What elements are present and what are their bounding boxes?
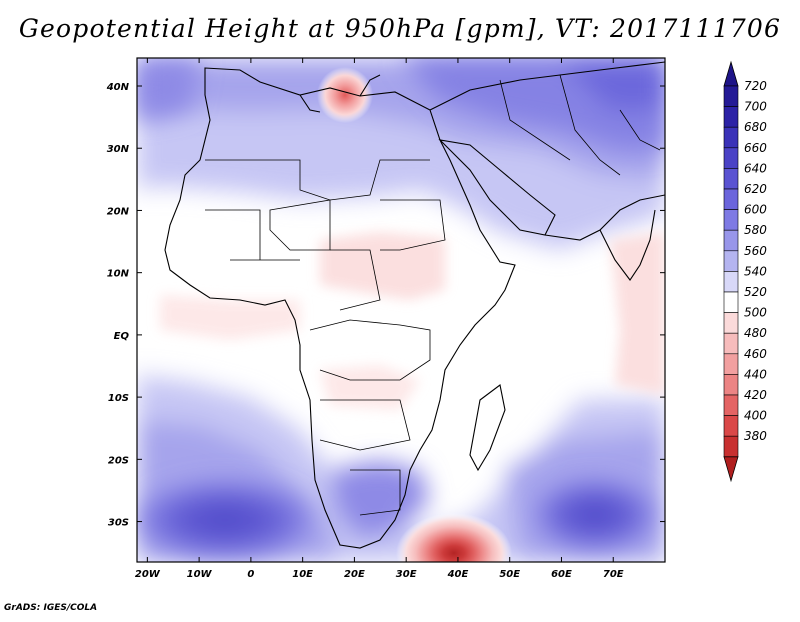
colorbar-swatch: [723, 312, 739, 334]
y-tick-label: 10S: [108, 393, 129, 404]
colorbar-label: 680: [744, 120, 767, 134]
colorbar-swatch: [723, 147, 739, 169]
colorbar-label: 560: [744, 244, 767, 258]
x-tick-label: 20W: [135, 569, 161, 580]
colorbar-swatch: [723, 168, 739, 190]
colorbar-swatch: [723, 271, 739, 293]
credit-text: GrADS: IGES/COLA: [4, 603, 98, 613]
y-tick-label: 20N: [107, 206, 130, 217]
x-tick-label: 0: [247, 569, 254, 580]
colorbar-swatch: [723, 415, 739, 437]
x-tick-label: 60E: [551, 569, 572, 580]
colorbar-swatch: [723, 188, 739, 210]
x-tick-label: 10W: [187, 569, 213, 580]
x-tick-label: 30E: [396, 569, 417, 580]
colorbar-label: 620: [744, 182, 767, 196]
colorbar-bottom-arrow: [723, 456, 739, 483]
height-field: [137, 58, 665, 562]
colorbar-label: 580: [744, 223, 767, 237]
colorbar-label: 440: [744, 367, 767, 381]
colorbar-label: 700: [744, 100, 767, 114]
y-tick-label: 30N: [107, 144, 130, 155]
colorbar-swatch: [723, 250, 739, 272]
colorbar-top-arrow: [723, 60, 739, 87]
y-tick-label: EQ: [114, 331, 130, 342]
colorbar-label: 600: [744, 203, 767, 217]
colorbar-swatch: [723, 374, 739, 396]
colorbar-swatch: [723, 435, 739, 458]
colorbar-swatch: [723, 209, 739, 231]
x-tick-label: 40E: [447, 569, 469, 580]
x-tick-label: 20E: [344, 569, 365, 580]
colorbar-swatch: [723, 291, 739, 313]
colorbar-swatch: [723, 394, 739, 416]
colorbar-swatch: [723, 353, 739, 375]
y-axis: 40N 30N 20N 10N EQ 10S 20S 30S: [106, 82, 665, 529]
colorbar-swatch: [723, 85, 739, 107]
colorbar-label: 500: [744, 306, 767, 320]
colorbar-label: 400: [744, 409, 767, 423]
map-frame: [136, 57, 666, 563]
x-tick-label: 10E: [292, 569, 313, 580]
colorbar: 720 700 680 660 640 620 600 580 560 540 520 500 480 4…: [723, 60, 767, 483]
colorbar-label: 660: [744, 141, 767, 155]
colorbar-label: 380: [744, 429, 767, 443]
colorbar-label: 640: [744, 161, 767, 175]
colorbar-label: 460: [744, 347, 767, 361]
borders: [205, 74, 661, 516]
colorbar-swatch: [723, 126, 739, 149]
colorbar-label: 480: [744, 326, 767, 340]
y-tick-label: 30S: [108, 518, 129, 529]
coastlines: [164, 61, 665, 549]
y-tick-label: 20S: [108, 455, 129, 466]
colorbar-swatch: [723, 229, 739, 252]
colorbar-label: 720: [744, 79, 767, 93]
colorbar-swatch: [723, 106, 739, 128]
colorbar-label: 520: [744, 285, 767, 299]
x-axis: 20W 10W 0 10E 20E 30E 40E 50E 60E 70E: [135, 58, 624, 580]
y-tick-label: 40N: [106, 82, 130, 93]
colorbar-label: 540: [744, 264, 767, 278]
chart-title: Geopotential Height at 950hPa [gpm], VT:…: [18, 14, 782, 43]
y-tick-label: 10N: [107, 269, 130, 280]
x-tick-label: 70E: [603, 569, 624, 580]
colorbar-label: 420: [744, 388, 767, 402]
colorbar-swatch: [723, 332, 739, 355]
x-tick-label: 50E: [499, 569, 520, 580]
